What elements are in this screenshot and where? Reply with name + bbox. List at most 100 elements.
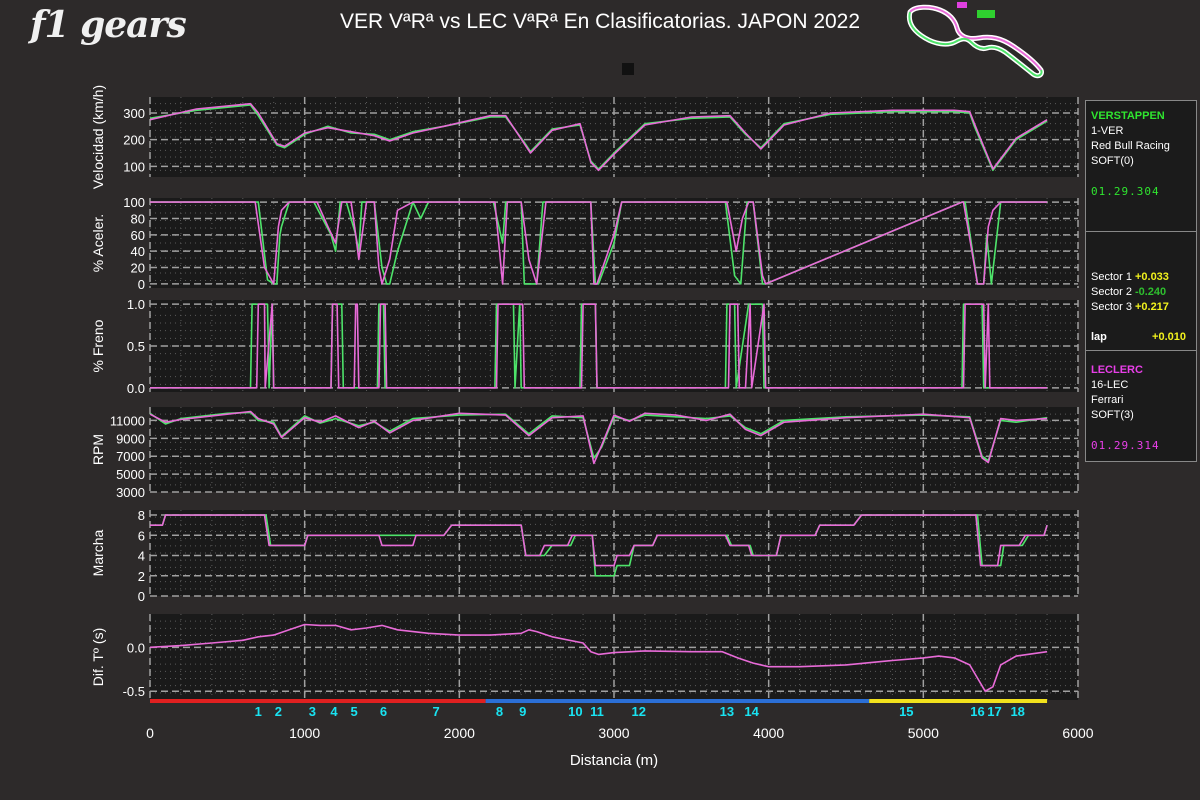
sectors-block: Sector 1 +0.033 Sector 2 -0.240 Sector 3 +0… — [1086, 232, 1196, 351]
y-tick-label: 6 — [138, 528, 145, 543]
y-tick-label: 100 — [123, 195, 145, 210]
corner-label: 10 — [568, 704, 582, 719]
corner-labels: 1 2 3 4 5 6 7 8 9 10 11 12 13 14 15 16 17 18 — [255, 704, 1025, 719]
corner-label: 8 — [496, 704, 503, 719]
y-tick-label: 9000 — [116, 431, 145, 446]
sector-bar-segment — [485, 699, 870, 703]
chart-title: VER VªRª vs LEC VªRª En Clasificatorias.… — [339, 10, 861, 33]
driver2-block: LECLERC 16-LEC Ferrari SOFT(3) 01.29.314 — [1086, 351, 1196, 461]
x-tick-label: 3000 — [598, 725, 629, 741]
sector-label: Sector 1 — [1091, 271, 1132, 283]
x-tick-label: 1000 — [289, 725, 320, 741]
y-tick-label: -0.5 — [123, 684, 145, 699]
x-tick-label: 2000 — [444, 725, 475, 741]
y-tick-label: 11000 — [110, 413, 145, 428]
driver2-tyre: SOFT(3) — [1091, 409, 1134, 421]
y-tick-label: 8 — [138, 508, 145, 523]
driver1-team: Red Bull Racing — [1091, 140, 1170, 152]
y-tick-label: 20 — [131, 261, 145, 276]
lap-label: lap — [1091, 331, 1107, 343]
driver2-name: LECLERC — [1091, 364, 1143, 376]
panel-5: -0.5 0.0 Dif. Tº (s) — [90, 614, 1079, 700]
y-tick-label: 0.5 — [127, 339, 145, 354]
y-axis-label: % Aceler. — [90, 214, 106, 272]
panel-2: 0.0 0.5 1.0 % Freno — [90, 297, 1079, 396]
y-tick-label: 300 — [123, 106, 145, 121]
track-map-marker-2 — [977, 10, 995, 18]
sector-delta: -0.240 — [1134, 286, 1167, 298]
y-tick-label: 80 — [131, 211, 145, 226]
panel-3: 3000 5000 7000 9000 11000 RPM — [90, 407, 1079, 500]
x-tick-label: 5000 — [908, 725, 939, 741]
x-tick-label: 6000 — [1062, 725, 1093, 741]
corner-label: 1 — [255, 704, 262, 719]
y-tick-label: 0 — [138, 589, 145, 604]
y-tick-label: 200 — [123, 133, 145, 148]
driver1-block: VERSTAPPEN 1-VER Red Bull Racing SOFT(0)… — [1086, 101, 1196, 232]
sector-row: Sector 3 +0.217 — [1086, 300, 1196, 315]
y-axis-label: Marcha — [90, 529, 106, 576]
lap-row: lap +0.010 — [1086, 330, 1196, 345]
series-line-lec — [149, 102, 1048, 172]
driver2-laptime: 01.29.314 — [1091, 439, 1160, 452]
sector-label: Sector 3 — [1091, 301, 1132, 313]
f1gears-logo: f1 gears — [30, 4, 187, 46]
driver2-team: Ferrari — [1091, 394, 1124, 406]
y-tick-label: 0.0 — [127, 381, 145, 396]
driver2-code: 16-LEC — [1091, 379, 1129, 391]
y-axis-label: % Freno — [90, 319, 106, 372]
track-map-marker-1 — [957, 2, 967, 8]
driver1-code: 1-VER — [1091, 125, 1124, 137]
driver1-tyre: SOFT(0) — [1091, 155, 1134, 167]
corner-label: 5 — [351, 704, 358, 719]
corner-label: 13 — [720, 704, 734, 719]
legend-marker — [622, 63, 634, 75]
track-map-racing-line — [909, 6, 1042, 71]
sector-row: Sector 2 -0.240 — [1086, 285, 1196, 300]
corner-label: 2 — [275, 704, 282, 719]
corner-label: 16 — [970, 704, 984, 719]
series-line-lec — [150, 201, 1048, 285]
y-tick-label: 0.0 — [127, 640, 145, 655]
y-tick-label: 5000 — [116, 467, 145, 482]
series-line-lec — [150, 303, 1048, 389]
y-axis-label: RPM — [90, 434, 106, 465]
corner-label: 15 — [899, 704, 913, 719]
sector-delta: +0.217 — [1134, 301, 1169, 313]
series-line-lec — [149, 410, 1048, 465]
sector-bar-segment — [869, 699, 1048, 703]
sector-bar — [150, 699, 1048, 703]
corner-label: 4 — [330, 704, 338, 719]
panel-4: 0 2 4 6 8 Marcha — [90, 508, 1079, 604]
series-line-lec — [150, 514, 1048, 567]
sector-label: Sector 2 — [1091, 286, 1132, 298]
panel-0: 100 200 300 Velocidad (km/h) — [90, 85, 1079, 189]
y-tick-label: 1.0 — [127, 297, 145, 312]
x-axis-label: Distancia (m) — [570, 752, 658, 769]
corner-label: 14 — [744, 704, 759, 719]
corner-label: 6 — [380, 704, 387, 719]
corner-label: 12 — [632, 704, 646, 719]
corner-label: 18 — [1010, 704, 1024, 719]
series-line-lec — [149, 623, 1048, 693]
corner-label: 11 — [590, 704, 604, 719]
y-tick-label: 100 — [123, 159, 145, 174]
sector-row: Sector 1 +0.033 — [1086, 270, 1196, 285]
y-tick-label: 4 — [138, 549, 145, 564]
y-axis-label: Dif. Tº (s) — [90, 628, 106, 687]
x-tick-label: 0 — [146, 725, 154, 741]
corner-label: 3 — [309, 704, 316, 719]
y-tick-label: 40 — [131, 244, 145, 259]
y-axis-label: Velocidad (km/h) — [90, 85, 106, 189]
driver1-name: VERSTAPPEN — [1091, 110, 1165, 122]
sector-bar-segment — [150, 699, 486, 703]
corner-label: 17 — [987, 704, 1001, 719]
corner-label: 7 — [433, 704, 440, 719]
track-map-racing-line-2 — [908, 11, 1043, 77]
corner-label: 9 — [519, 704, 526, 719]
x-axis: 0 1000 2000 3000 4000 5000 6000 Distancia (m) — [146, 725, 1094, 769]
info-panel: VERSTAPPEN 1-VER Red Bull Racing SOFT(0)… — [1085, 100, 1197, 462]
